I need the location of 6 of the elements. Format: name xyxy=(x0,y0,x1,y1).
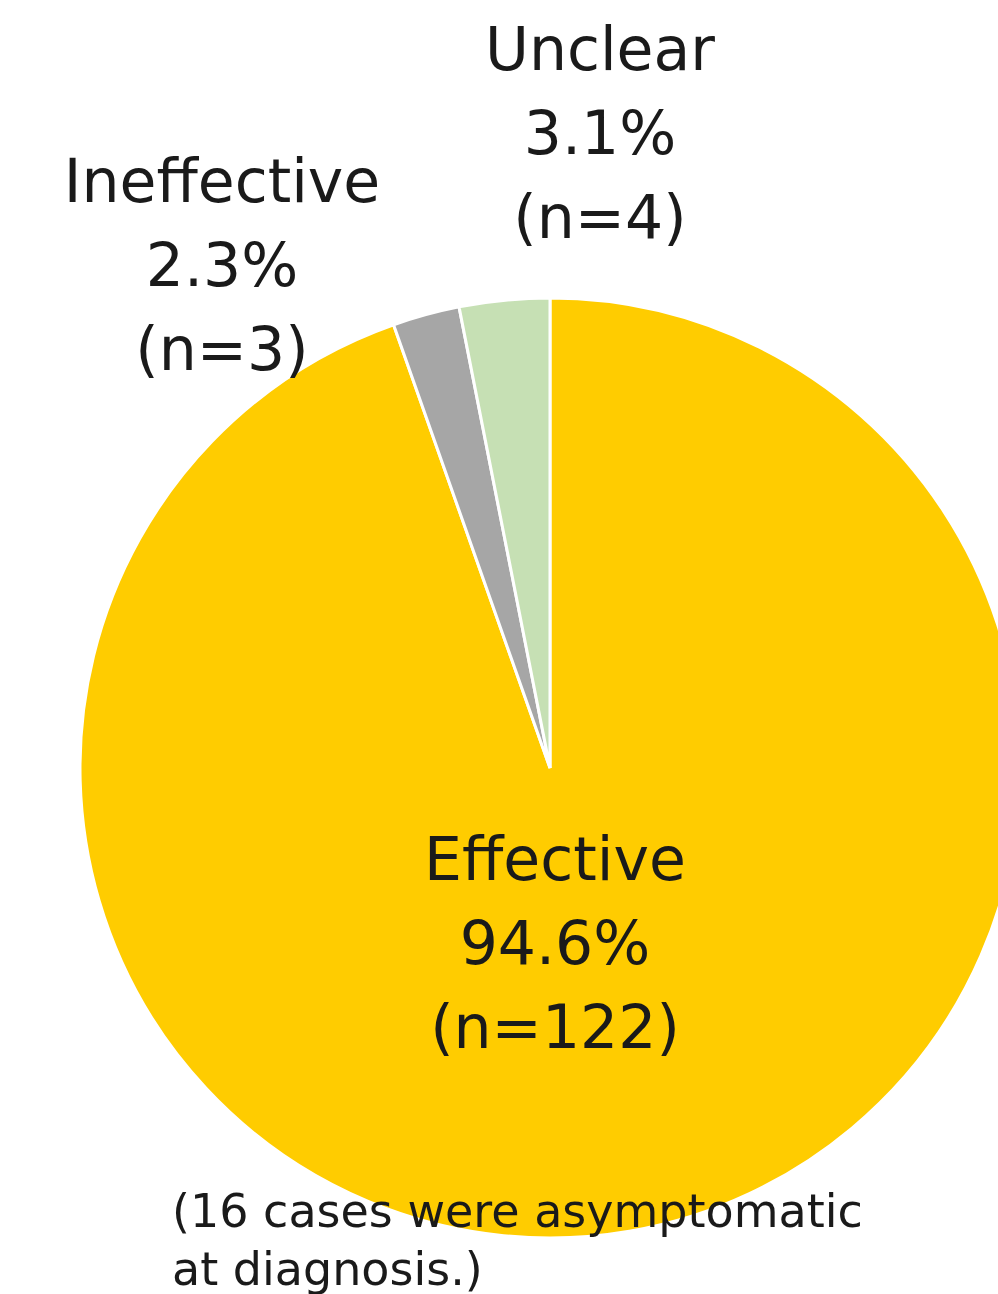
slice-label: Effective xyxy=(424,824,686,894)
data-label: 3.1% (n=4) xyxy=(513,98,687,252)
data-label: 94.6% (n=122) xyxy=(430,908,680,1062)
slice-label: Unclear xyxy=(485,14,716,84)
slice-label: Ineffective xyxy=(63,146,381,216)
data-label: 2.3% (n=3) xyxy=(135,230,309,384)
